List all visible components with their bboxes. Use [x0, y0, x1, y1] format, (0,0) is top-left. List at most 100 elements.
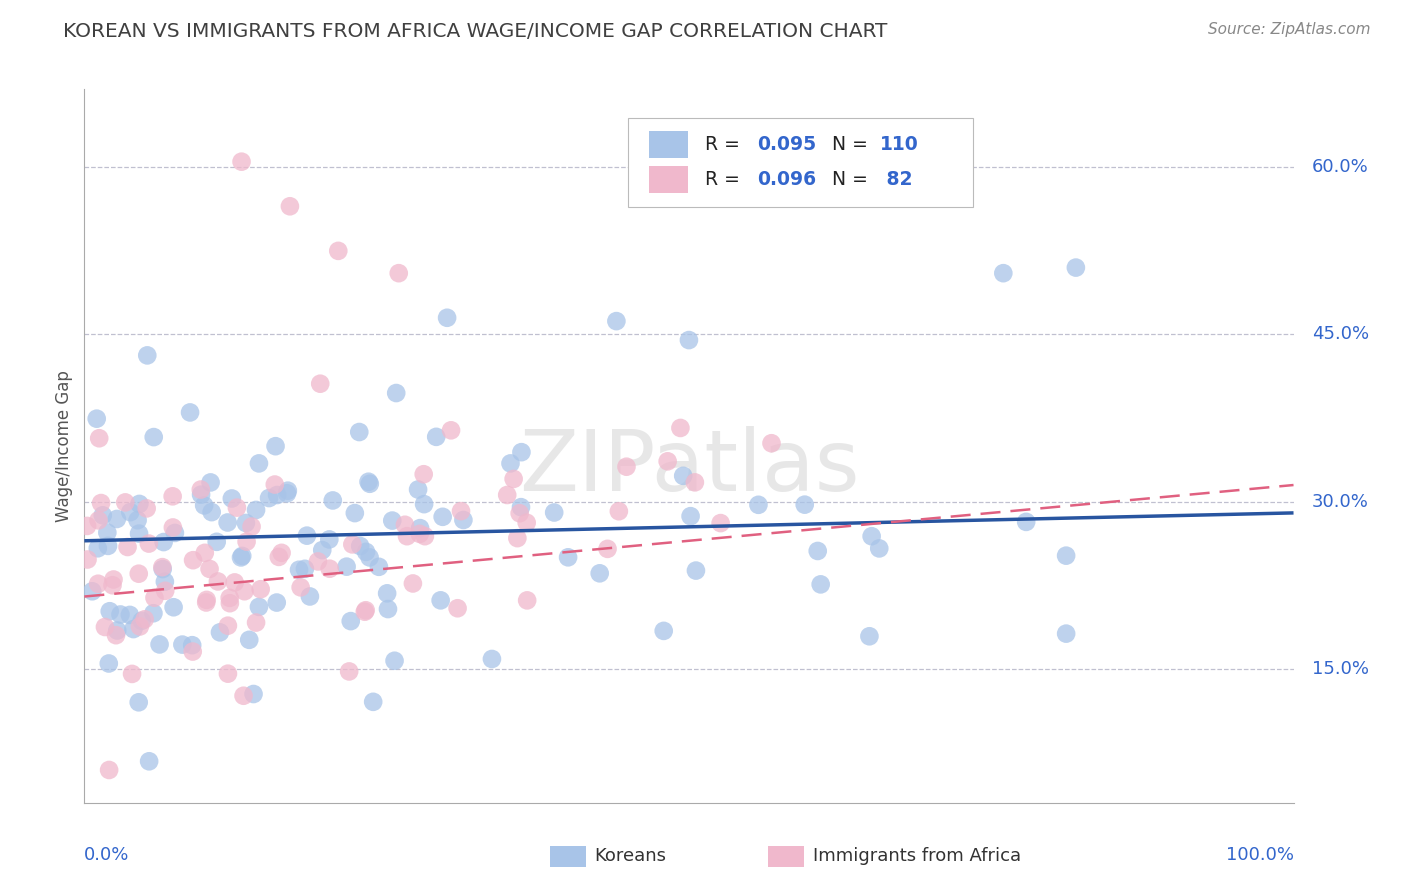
Point — [394, 517, 416, 532]
Point — [152, 562, 174, 576]
Point — [245, 615, 267, 630]
Point — [87, 513, 110, 527]
Point — [200, 475, 222, 490]
Point — [307, 554, 329, 568]
Point — [87, 541, 110, 556]
Point — [357, 475, 380, 489]
Point — [336, 559, 359, 574]
Point — [247, 456, 270, 470]
Point — [235, 516, 257, 530]
Point — [242, 687, 264, 701]
Point — [121, 667, 143, 681]
Point — [194, 546, 217, 560]
Point — [127, 513, 149, 527]
Point — [264, 439, 287, 453]
Point — [82, 584, 104, 599]
Point — [229, 550, 252, 565]
Point — [97, 657, 120, 671]
Point — [105, 624, 128, 638]
Point — [375, 586, 398, 600]
Point — [761, 436, 783, 450]
Point — [337, 665, 360, 679]
Point — [96, 525, 118, 540]
Point — [384, 654, 406, 668]
Point — [557, 550, 579, 565]
Text: R =: R = — [704, 135, 745, 153]
Point — [195, 593, 218, 607]
Point — [231, 154, 253, 169]
Point — [509, 506, 531, 520]
Point — [311, 543, 333, 558]
Point — [361, 695, 384, 709]
Point — [76, 519, 98, 533]
Point — [679, 509, 702, 524]
Text: 0.096: 0.096 — [756, 170, 815, 189]
Point — [190, 483, 212, 497]
Point — [142, 430, 165, 444]
Point — [128, 526, 150, 541]
Text: R =: R = — [704, 170, 745, 189]
Text: 82: 82 — [880, 170, 912, 189]
Point — [432, 509, 454, 524]
Point — [138, 536, 160, 550]
Point — [91, 508, 114, 523]
Text: 110: 110 — [880, 135, 918, 153]
Text: 15.0%: 15.0% — [1312, 660, 1368, 678]
Point — [89, 431, 111, 445]
Point — [117, 540, 139, 554]
Point — [349, 425, 371, 439]
Point — [1054, 626, 1077, 640]
FancyBboxPatch shape — [628, 118, 973, 207]
Point — [596, 541, 619, 556]
Point — [181, 553, 204, 567]
Point — [128, 619, 150, 633]
Point — [354, 603, 377, 617]
Text: Source: ZipAtlas.com: Source: ZipAtlas.com — [1208, 22, 1371, 37]
Point — [589, 566, 612, 581]
Point — [412, 467, 434, 482]
Point — [616, 459, 638, 474]
Point — [181, 638, 204, 652]
Point — [245, 503, 267, 517]
Point — [172, 638, 194, 652]
Text: 100.0%: 100.0% — [1226, 846, 1294, 863]
Point — [1015, 515, 1038, 529]
Point — [446, 601, 468, 615]
Point — [669, 421, 692, 435]
Point — [136, 348, 159, 362]
Point — [231, 549, 253, 563]
Point — [110, 607, 132, 622]
Point — [440, 423, 463, 437]
Point — [153, 574, 176, 589]
Point — [810, 577, 832, 591]
Point — [409, 527, 432, 541]
Point — [342, 537, 364, 551]
Point — [1064, 260, 1087, 275]
Point — [328, 244, 350, 258]
Point — [339, 614, 361, 628]
Point — [406, 483, 429, 497]
Point — [453, 513, 475, 527]
Point — [678, 333, 700, 347]
Point — [257, 491, 280, 505]
Point — [294, 562, 316, 576]
Point — [138, 754, 160, 768]
Point — [225, 500, 247, 515]
Point — [155, 583, 177, 598]
Point — [425, 430, 447, 444]
Point — [128, 566, 150, 581]
Point — [322, 493, 344, 508]
Point — [349, 539, 371, 553]
Text: 45.0%: 45.0% — [1312, 326, 1369, 343]
Point — [98, 604, 121, 618]
Text: ZIPatlas: ZIPatlas — [519, 425, 859, 509]
Point — [105, 628, 128, 642]
Y-axis label: Wage/Income Gap: Wage/Income Gap — [55, 370, 73, 522]
Point — [205, 534, 228, 549]
Point — [76, 552, 98, 566]
Point — [162, 520, 184, 534]
Point — [318, 533, 340, 547]
Point — [318, 562, 340, 576]
Point — [499, 457, 522, 471]
Point — [395, 529, 418, 543]
